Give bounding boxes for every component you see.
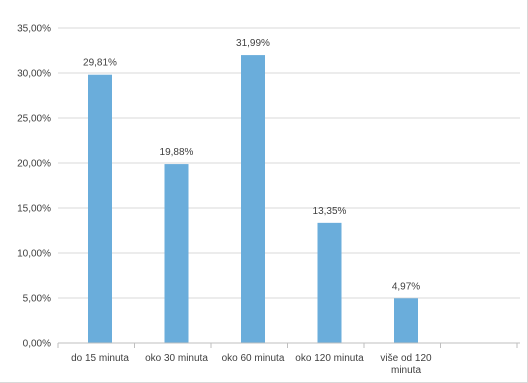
data-labels: 29,81% 19,88% 31,99% 13,35% 4,97% [83,38,420,292]
x-category-label: do 15 minuta [71,353,129,364]
bar [88,74,112,344]
y-tick-label: 30,00% [17,69,51,80]
x-category-label: oko 120 minuta [295,353,364,364]
x-category-label: oko 30 minuta [145,353,208,364]
bar [164,164,189,343]
x-category-label: minuta [391,365,421,376]
x-axis-category-labels: do 15 minuta oko 30 minuta oko 60 minuta ok… [71,353,432,376]
y-tick-label: 0,00% [23,339,51,350]
data-label: 31,99% [236,38,270,49]
data-label: 13,35% [313,206,347,217]
bars [88,55,418,344]
x-axis [57,342,520,348]
bar [241,55,265,344]
y-axis-tick-labels: 0,00% 5,00% 10,00% 15,00% 20,00% 25,00% 30,00%… [17,24,51,350]
gridlines [58,27,520,299]
y-tick-label: 10,00% [17,249,51,260]
y-tick-label: 25,00% [17,114,51,125]
data-label: 19,88% [160,147,194,158]
y-tick-label: 35,00% [17,24,51,35]
y-tick-label: 5,00% [23,294,51,305]
y-tick-label: 20,00% [17,159,51,170]
x-category-label: više od 120 [380,353,432,364]
x-category-label: oko 60 minuta [222,353,285,364]
data-label: 4,97% [392,281,420,292]
bar [317,222,342,343]
data-label: 29,81% [83,58,117,69]
y-tick-label: 15,00% [17,204,51,215]
bar [394,298,418,343]
